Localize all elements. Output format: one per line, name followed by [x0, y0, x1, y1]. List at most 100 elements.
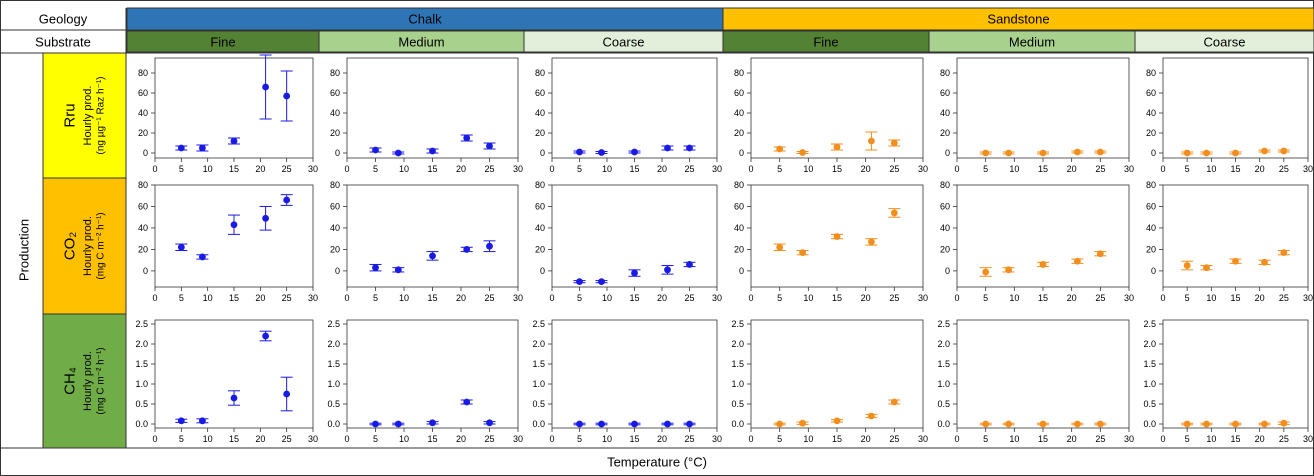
data-point: [1096, 148, 1104, 156]
data-point: [486, 419, 493, 427]
y-tick-label: 80: [1146, 68, 1156, 78]
substrate-label-coarse: Coarse: [1204, 35, 1246, 50]
x-tick-label: 5: [1185, 293, 1190, 303]
x-tick-label: 15: [1230, 434, 1240, 444]
y-tick-label: 2.5: [1143, 319, 1156, 329]
data-point: [1039, 149, 1047, 157]
x-tick-label: 0: [748, 293, 753, 303]
y-tick-label: 40: [940, 108, 950, 118]
x-tick-label: 5: [373, 293, 378, 303]
data-point: [868, 412, 875, 420]
data-point: [631, 148, 638, 156]
x-tick-label: 30: [918, 434, 928, 444]
x-tick-label: 10: [602, 293, 612, 303]
x-tick-label: 10: [602, 434, 612, 444]
x-tick-label: 20: [657, 293, 667, 303]
data-point: [776, 243, 784, 251]
data-point: [1261, 420, 1268, 428]
x-tick-label: 10: [203, 434, 213, 444]
y-tick-label: 2.5: [327, 319, 340, 329]
x-tick-label: 5: [179, 293, 184, 303]
y-tick-label: 40: [535, 108, 545, 118]
data-point: [1280, 147, 1288, 155]
data-point: [1280, 419, 1288, 427]
y-tick-label: 80: [535, 68, 545, 78]
data-point: [776, 420, 784, 428]
data-point: [1005, 149, 1012, 157]
x-tick-label: 15: [1038, 434, 1048, 444]
y-tick-label: 60: [330, 201, 340, 211]
data-point: [1074, 148, 1081, 156]
x-tick-label: 10: [803, 293, 813, 303]
x-tick-label: 25: [484, 434, 494, 444]
data-point: [1005, 420, 1012, 428]
row-label-rru-line-0: Rru: [62, 103, 79, 127]
x-tick-label: 10: [399, 293, 409, 303]
x-tick-label: 15: [832, 164, 842, 174]
y-tick-label: 0.0: [1143, 419, 1156, 429]
y-tick-label: 20: [734, 128, 744, 138]
data-point: [1232, 257, 1239, 265]
x-tick-label: 10: [203, 293, 213, 303]
x-tick-label: 0: [152, 164, 157, 174]
y-tick-label: 2.0: [532, 339, 545, 349]
data-point: [177, 417, 185, 425]
data-point: [486, 142, 493, 150]
y-tick-label: 0: [1151, 148, 1156, 158]
y-tick-label: 0: [540, 266, 545, 276]
data-point: [631, 420, 638, 428]
row-label-rru-line-2: (ng µg⁻¹ Raz h⁻¹): [96, 76, 107, 154]
x-tick-label: 20: [255, 434, 265, 444]
y-tick-label: 20: [535, 244, 545, 254]
panel-rru-sandstone-medium: 0 5 10 15 20 25 30 0 20 40 60 80: [940, 57, 1134, 174]
x-tick-label: 0: [1160, 434, 1165, 444]
x-tick-label: 5: [179, 434, 184, 444]
row-label-cell-ch4: [42, 313, 127, 449]
panel-ch4-sandstone-coarse: 0 5 10 15 20 25 30 0.0 0.5 1.0 1.5 2.0 2.5: [1143, 319, 1313, 444]
data-point: [1280, 249, 1288, 257]
y-tick-label: 20: [734, 244, 744, 254]
x-tick-label: 10: [1009, 434, 1019, 444]
x-tick-label: 10: [399, 164, 409, 174]
x-tick-label: 5: [577, 293, 582, 303]
data-point: [1203, 149, 1210, 157]
x-tick-label: 5: [373, 434, 378, 444]
data-point: [799, 419, 806, 427]
panel-rru-chalk-fine: 0 5 10 15 20 25 30 0 20 40 60 80: [138, 54, 318, 174]
x-tick-label: 0: [344, 434, 349, 444]
data-point: [283, 92, 291, 100]
x-tick-label: 20: [861, 293, 871, 303]
x-tick-label: 30: [308, 434, 318, 444]
x-tick-label: 25: [484, 164, 494, 174]
x-tick-label: 15: [832, 434, 842, 444]
x-tick-label: 10: [803, 434, 813, 444]
data-point: [868, 238, 875, 246]
data-point: [776, 145, 784, 153]
plot-frame: [750, 319, 924, 429]
y-tick-label: 0.5: [532, 399, 545, 409]
y-tick-label: 1.0: [532, 379, 545, 389]
data-point: [262, 332, 269, 340]
x-tick-label: 25: [684, 434, 694, 444]
data-point: [686, 144, 693, 152]
plot-frame: [551, 57, 718, 159]
panel-co2-sandstone-fine: 0 5 10 15 20 25 30 0 20 40 60 80: [734, 180, 928, 303]
panel-co2-sandstone-coarse: 0 5 10 15 20 25 30 0 20 40 60 80: [1146, 180, 1313, 303]
x-tick-label: 10: [1206, 434, 1216, 444]
y-tick-label: 1.5: [532, 359, 545, 369]
data-point: [429, 147, 436, 155]
y-tick-label: 60: [138, 201, 148, 211]
y-tick-label: 80: [535, 180, 545, 190]
y-tick-label: 80: [734, 180, 744, 190]
y-tick-label: 0: [739, 266, 744, 276]
row-label-co2-line-1: Hourly prod.: [82, 216, 94, 276]
data-point: [1005, 266, 1012, 274]
x-tick-label: 20: [255, 164, 265, 174]
data-point: [598, 278, 605, 286]
data-point: [1261, 147, 1268, 155]
plot-frame: [1162, 319, 1309, 429]
y-tick-label: 80: [138, 180, 148, 190]
data-point: [1183, 420, 1191, 428]
data-point: [1183, 262, 1191, 269]
x-tick-label: 5: [777, 434, 782, 444]
